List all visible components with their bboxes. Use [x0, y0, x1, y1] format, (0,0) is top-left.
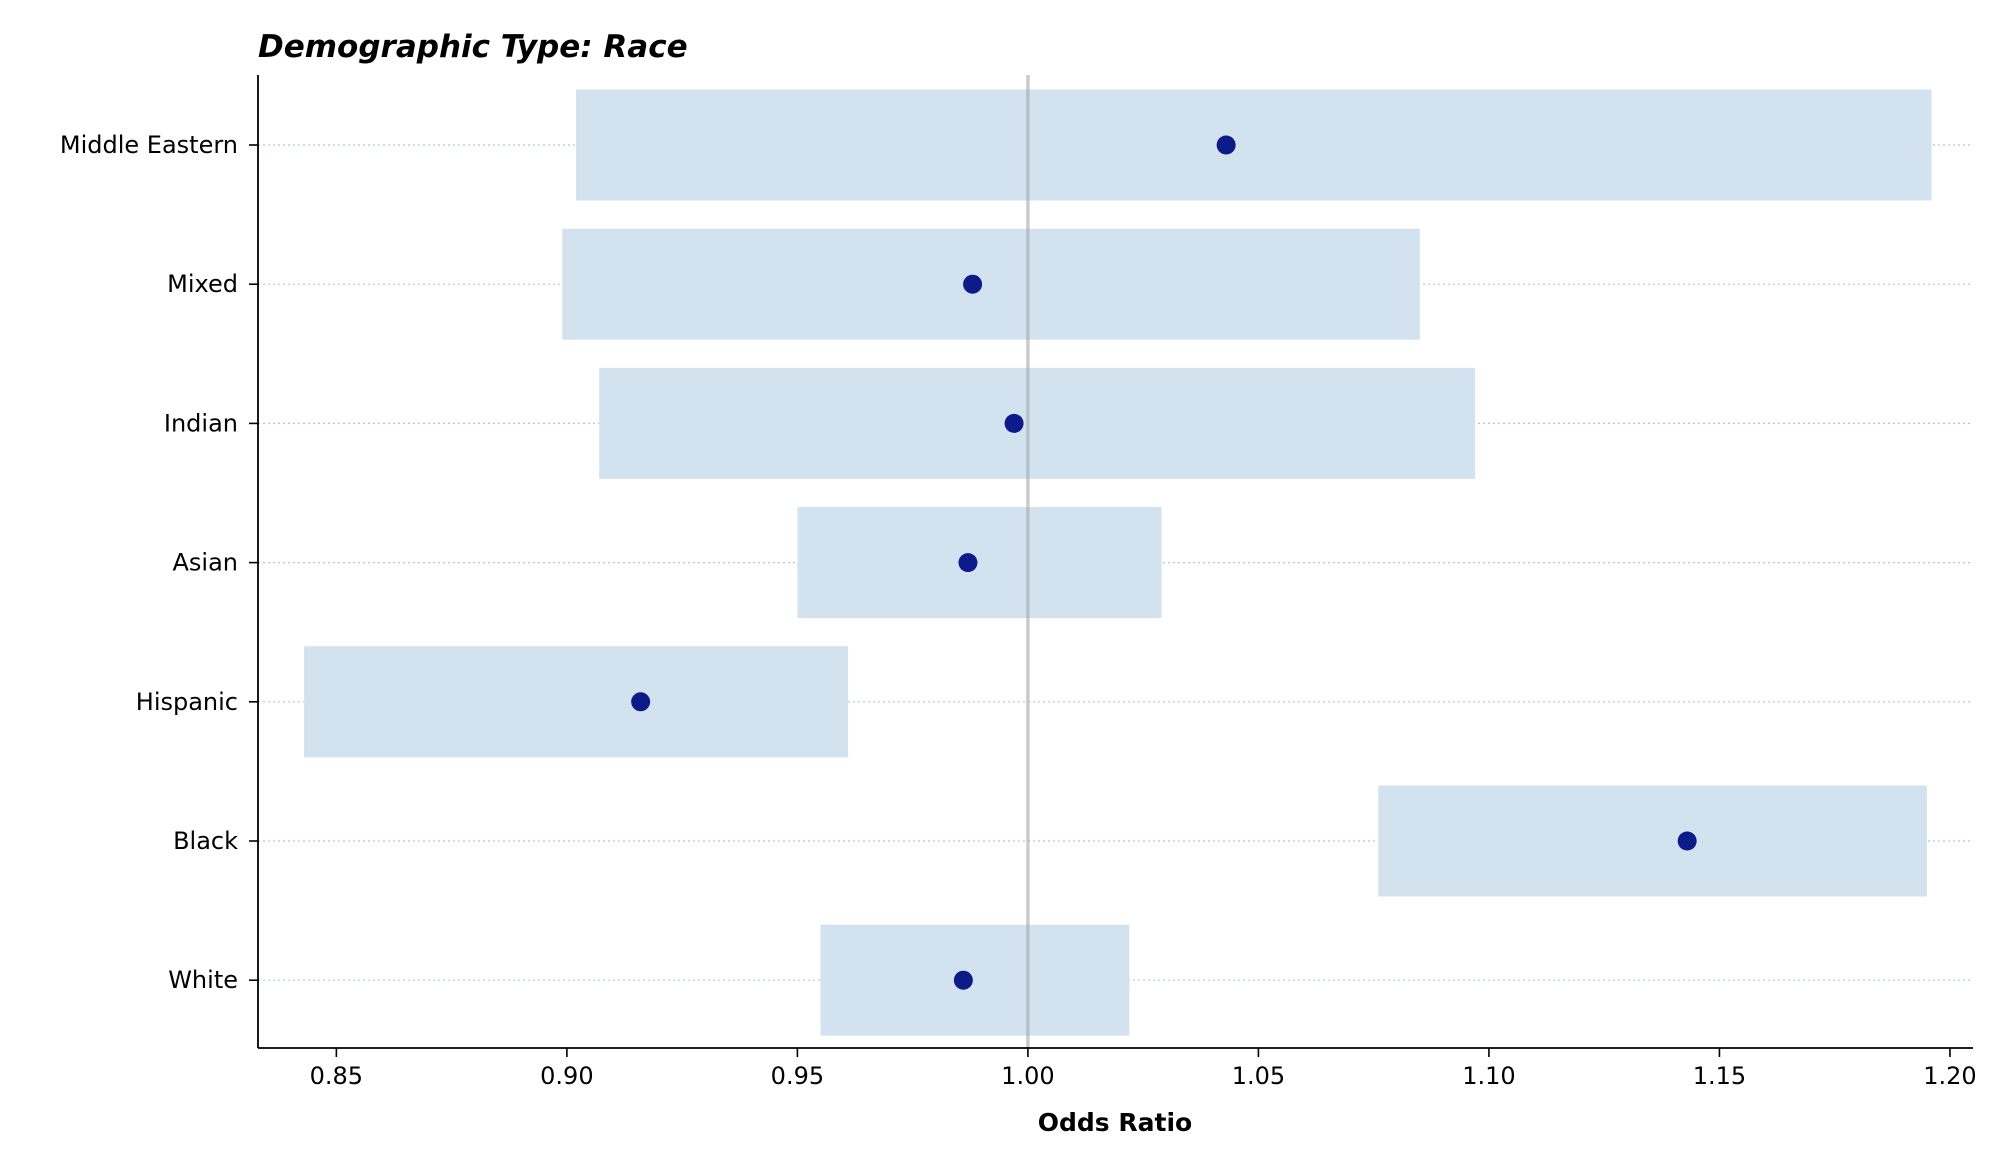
x-tick-label: 1.10 [1462, 1062, 1515, 1090]
odds-ratio-point [1004, 413, 1024, 433]
odds-ratio-points [631, 135, 1697, 990]
y-tick-label: Mixed [167, 270, 238, 298]
confidence-interval-bar [797, 507, 1162, 619]
confidence-interval-bar [304, 646, 849, 758]
x-tick-label: 1.00 [1001, 1062, 1054, 1090]
y-tick-label: White [168, 966, 238, 994]
odds-ratio-point [963, 274, 983, 294]
x-tick-label: 1.15 [1693, 1062, 1746, 1090]
odds-ratio-point [958, 553, 978, 573]
x-axis-ticks: 0.85 0.90 0.95 1.00 1.05 1.10 1.15 1.20 [310, 1048, 1977, 1090]
y-axis-ticks: Middle Eastern Mixed Indian Asian Hispanic Bl… [60, 131, 258, 994]
confidence-interval-bar [820, 924, 1130, 1036]
confidence-interval-bar [599, 367, 1476, 479]
y-tick-label: Asian [172, 549, 238, 577]
chart-title: Demographic Type: Race [258, 29, 688, 65]
odds-ratio-point [1216, 135, 1236, 155]
axes [257, 75, 1973, 1049]
odds-ratio-point [1677, 831, 1697, 851]
confidence-interval-bar [1378, 785, 1927, 897]
confidence-interval-bar [562, 228, 1420, 340]
confidence-interval-bar [576, 89, 1932, 201]
y-tick-label: Middle Eastern [60, 131, 238, 159]
x-tick-label: 0.95 [771, 1062, 824, 1090]
y-tick-label: Indian [164, 409, 238, 437]
confidence-intervals [304, 89, 1932, 1036]
odds-ratio-point [631, 692, 651, 712]
y-tick-label: Hispanic [136, 688, 238, 716]
x-tick-label: 1.05 [1232, 1062, 1285, 1090]
odds-ratio-point [953, 970, 973, 990]
y-tick-label: Black [173, 827, 238, 855]
x-tick-label: 0.90 [540, 1062, 593, 1090]
x-tick-label: 0.85 [310, 1062, 363, 1090]
x-axis-title: Odds Ratio [1038, 1108, 1192, 1137]
x-tick-label: 1.20 [1923, 1062, 1976, 1090]
